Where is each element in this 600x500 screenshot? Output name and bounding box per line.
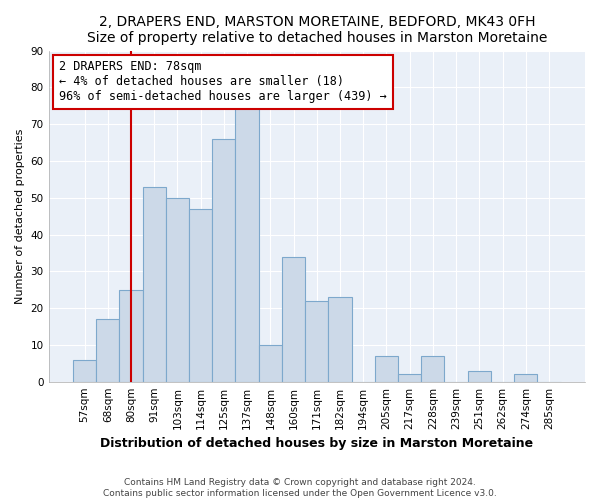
Bar [305,300,328,382]
Bar [119,290,143,382]
Text: Contains HM Land Registry data © Crown copyright and database right 2024.
Contai: Contains HM Land Registry data © Crown c… [103,478,497,498]
Bar [328,297,352,382]
Y-axis label: Number of detached properties: Number of detached properties [15,128,25,304]
Bar [398,374,421,382]
Bar [166,198,189,382]
Bar [375,356,398,382]
Bar [73,360,96,382]
Bar [514,374,538,382]
Bar [189,208,212,382]
Text: 2 DRAPERS END: 78sqm
← 4% of detached houses are smaller (18)
96% of semi-detach: 2 DRAPERS END: 78sqm ← 4% of detached ho… [59,60,387,104]
X-axis label: Distribution of detached houses by size in Marston Moretaine: Distribution of detached houses by size … [100,437,533,450]
Bar [282,256,305,382]
Bar [468,370,491,382]
Bar [235,106,259,382]
Bar [259,345,282,382]
Title: 2, DRAPERS END, MARSTON MORETAINE, BEDFORD, MK43 0FH
Size of property relative t: 2, DRAPERS END, MARSTON MORETAINE, BEDFO… [86,15,547,45]
Bar [96,319,119,382]
Bar [421,356,445,382]
Bar [212,139,235,382]
Bar [143,186,166,382]
